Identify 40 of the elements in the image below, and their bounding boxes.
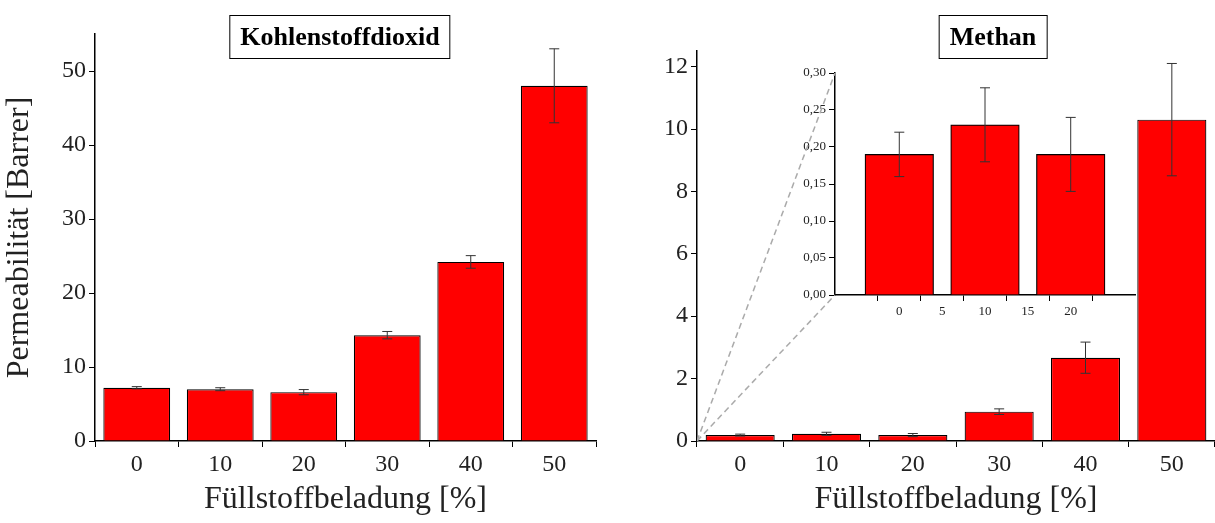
x-tick-label: 30 — [987, 449, 1012, 476]
y-tick-label: 0,05 — [803, 249, 826, 265]
y-axis-title: Permeabilität [Barrer] — [0, 96, 35, 379]
x-tick-label: 30 — [375, 449, 400, 476]
y-tick-label: 0,20 — [803, 138, 826, 154]
chart-title: Methan — [938, 15, 1048, 59]
x-tick-label: 20 — [1064, 303, 1078, 319]
y-tick-label: 6 — [676, 239, 688, 266]
y-tick-label: 40 — [62, 130, 86, 157]
y-tick-label: 2 — [676, 363, 688, 390]
x-tick-label: 0 — [896, 303, 903, 319]
y-tick-label: 4 — [676, 301, 688, 328]
x-tick-label: 0 — [130, 449, 143, 476]
x-tick-label: 40 — [1073, 449, 1098, 476]
x-axis-title: Füllstoffbeladung [%] — [204, 479, 487, 516]
x-tick-label: 10 — [978, 303, 992, 319]
x-tick-label: 15 — [1021, 303, 1035, 319]
x-tick-label: 5 — [938, 303, 946, 319]
x-axis-title: Füllstoffbeladung [%] — [814, 479, 1098, 516]
y-tick-label: 10 — [62, 352, 86, 379]
x-tick-label: 20 — [291, 449, 316, 476]
y-tick-label: 0,10 — [803, 212, 826, 228]
y-tick-label: 50 — [62, 56, 86, 83]
y-tick-label: 0 — [74, 426, 86, 453]
y-tick-label: 8 — [676, 176, 688, 203]
x-tick-label: 20 — [900, 449, 925, 476]
y-tick-label: 0 — [676, 426, 688, 453]
x-tick-label: 50 — [542, 449, 567, 476]
chart-title: Kohlenstoffdioxid — [229, 15, 451, 59]
y-tick-label: 0,00 — [803, 286, 826, 302]
y-tick-label: 0,15 — [803, 175, 826, 191]
y-tick-label: 30 — [62, 204, 86, 231]
y-tick-label: 12 — [664, 51, 688, 78]
y-tick-label: 10 — [664, 114, 688, 141]
y-tick-label: 0,25 — [803, 101, 826, 117]
x-tick-label: 0 — [734, 449, 747, 476]
x-tick-label: 10 — [208, 449, 233, 476]
x-tick-label: 50 — [1159, 449, 1184, 476]
y-tick-label: 0,30 — [803, 64, 826, 80]
x-tick-label: 40 — [458, 449, 483, 476]
